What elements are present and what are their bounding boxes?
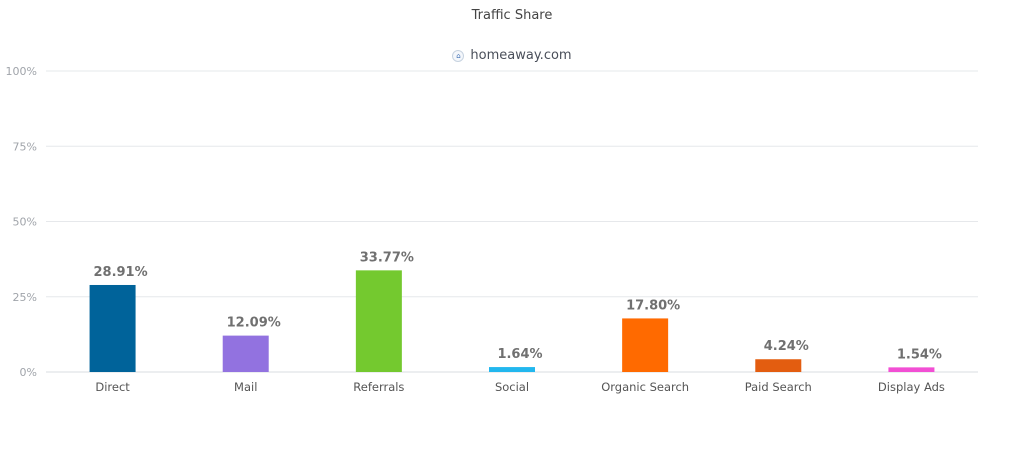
x-tick-label: Organic Search (601, 380, 689, 394)
bar[interactable] (222, 335, 269, 372)
bar[interactable] (622, 318, 669, 372)
x-tick-label: Display Ads (878, 380, 945, 394)
data-label: 12.09% (227, 316, 281, 331)
bar[interactable] (355, 270, 402, 372)
bar[interactable] (755, 359, 802, 372)
y-tick-label: 100% (6, 65, 37, 78)
bar[interactable] (888, 367, 935, 372)
bar[interactable] (89, 284, 136, 372)
x-tick-label: Social (495, 380, 529, 394)
x-tick-label: Mail (234, 380, 257, 394)
y-tick-label: 75% (13, 140, 37, 153)
data-label: 4.24% (764, 339, 809, 354)
site-favicon-icon: ⌂ (452, 49, 465, 62)
data-label: 1.64% (497, 347, 542, 362)
x-tick-label: Direct (95, 380, 130, 394)
data-label: 1.54% (897, 347, 942, 362)
data-label: 33.77% (360, 250, 414, 265)
legend[interactable]: ⌂ homeaway.com (0, 48, 1024, 63)
x-tick-label: Referrals (353, 380, 404, 394)
bar[interactable] (489, 367, 535, 372)
y-tick-label: 0% (20, 366, 37, 379)
x-tick-label: Paid Search (745, 380, 812, 394)
data-label: 28.91% (93, 265, 147, 280)
chart-title: Traffic Share (471, 8, 553, 23)
y-tick-label: 25% (13, 291, 37, 304)
y-tick-label: 50% (13, 216, 37, 229)
data-label: 17.80% (626, 298, 680, 313)
legend-entry[interactable]: homeaway.com (470, 48, 572, 63)
